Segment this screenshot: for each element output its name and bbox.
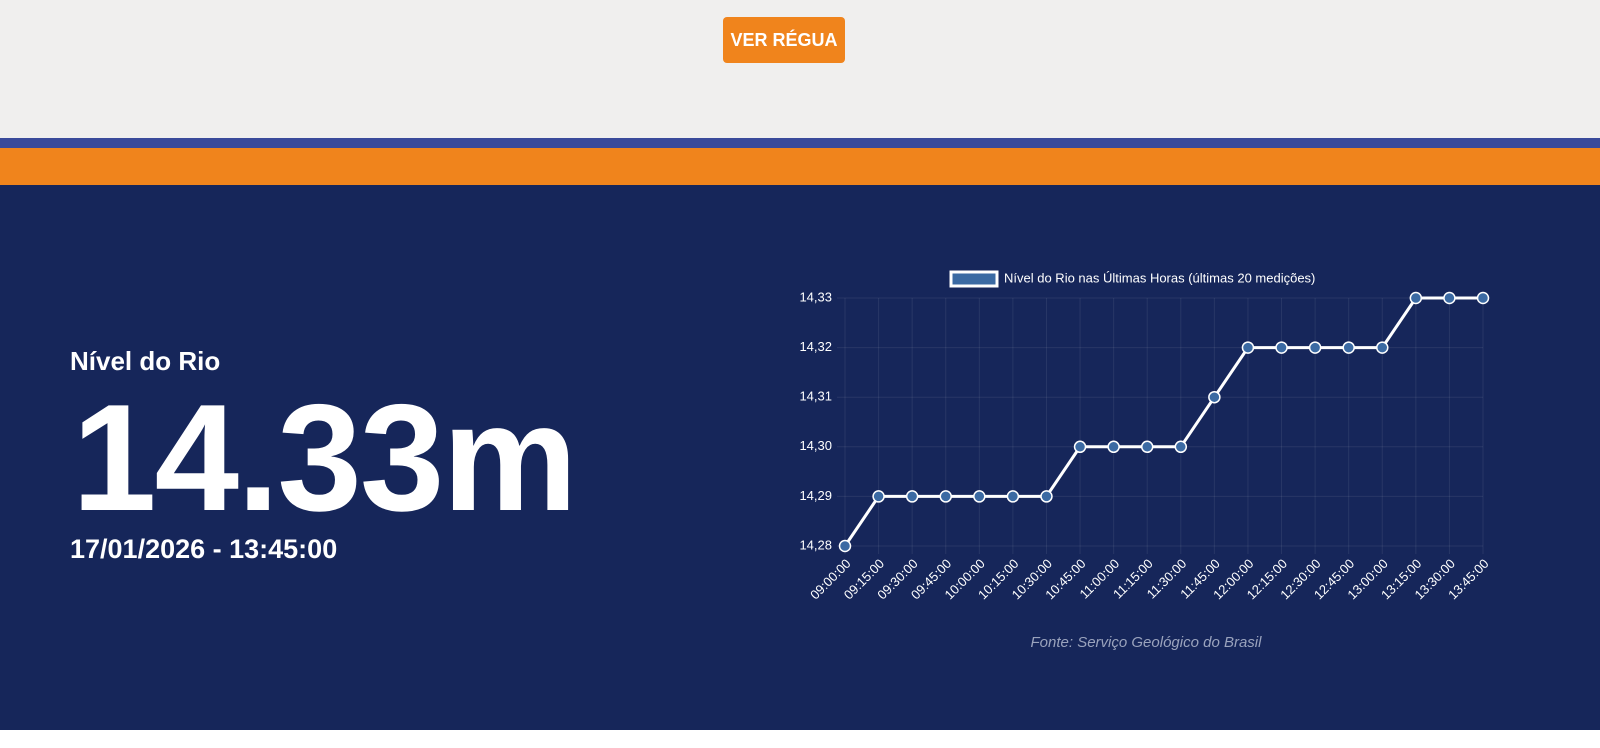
point [1174, 440, 1188, 454]
point [1140, 440, 1154, 454]
point [1241, 341, 1255, 354]
point [1443, 291, 1456, 305]
legend-label: Nível do Rio nas Últimas Horas (últimas … [1004, 270, 1315, 285]
timestamp: 17/01/2026 - 13:45:00 [70, 534, 338, 564]
point [1308, 341, 1322, 354]
level-value: 14.33m [72, 373, 578, 543]
point [1342, 341, 1355, 354]
point [1376, 341, 1389, 354]
blue-stripe [0, 138, 1600, 148]
point [939, 490, 952, 503]
y-tick-label: 14,29 [799, 488, 832, 503]
line [843, 296, 1483, 547]
header: VER RÉGUA [0, 0, 1600, 138]
point [905, 490, 919, 503]
ver-regua-button[interactable]: VER RÉGUA [723, 17, 845, 63]
y-tick-label: 14,32 [799, 339, 832, 354]
point [1006, 490, 1020, 503]
point [1073, 440, 1087, 454]
point [973, 490, 986, 503]
point [838, 539, 852, 553]
level-label: Nível do Rio [70, 346, 221, 376]
point [872, 490, 885, 503]
y-tick-label: 14,30 [799, 438, 832, 453]
source: Fonte: Serviço Geológico do Brasil [1031, 634, 1263, 651]
point [1107, 440, 1120, 454]
panel [0, 185, 1600, 730]
point [1476, 291, 1490, 305]
point [1208, 390, 1221, 404]
point [1040, 490, 1053, 503]
legend-swatch [949, 270, 999, 288]
y-tick-label: 14,31 [799, 389, 832, 404]
point [1409, 291, 1423, 305]
y-tick-label: 14,28 [799, 537, 832, 552]
y-tick-label: 14,33 [799, 289, 832, 304]
point [1275, 341, 1288, 354]
orange-stripe [0, 148, 1600, 185]
